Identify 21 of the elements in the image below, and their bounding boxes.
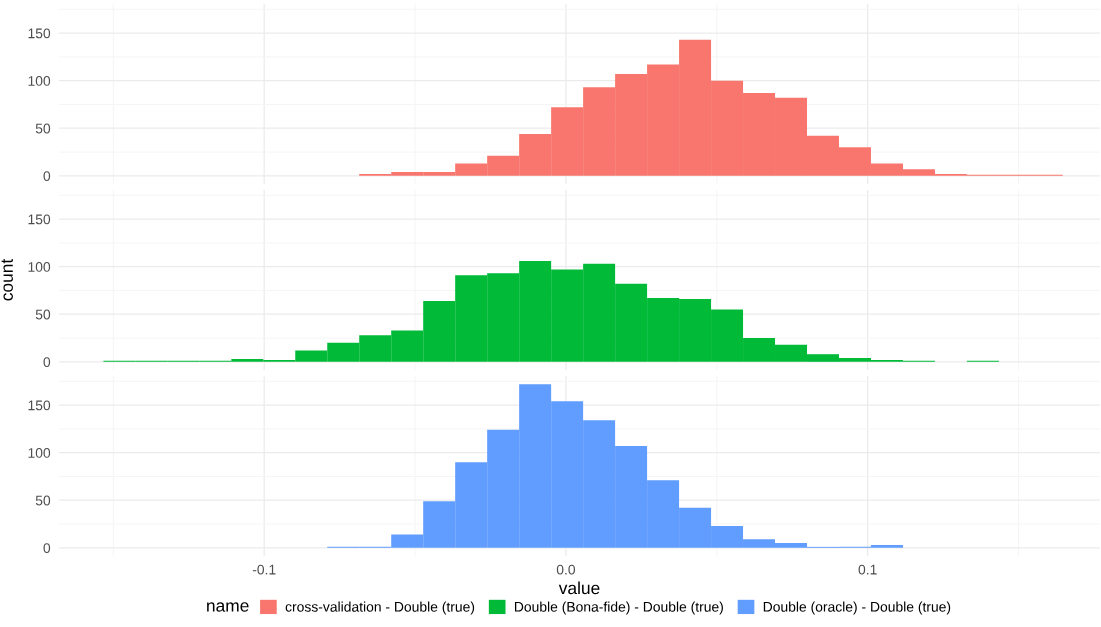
y-axis-title: count <box>1 258 13 301</box>
legend-label: Double (Bona-fide) - Double (true) <box>514 601 723 615</box>
x-axis-title: value <box>558 581 600 595</box>
y-tick-label: 50 <box>35 495 51 506</box>
y-tick-label: 100 <box>28 76 51 86</box>
legend-label: Double (oracle) - Double (true) <box>763 601 951 615</box>
y-tick-label: 100 <box>28 262 51 272</box>
y-tick-label: 0 <box>43 543 51 553</box>
y-tick-label: 0 <box>43 171 51 181</box>
y-tick-label: 150 <box>28 214 51 225</box>
x-tick-label: 0.0 <box>556 564 576 575</box>
y-tick-label: 0 <box>43 357 51 367</box>
y-tick-label: 50 <box>35 123 51 134</box>
legend-label: cross-validation - Double (true) <box>285 601 475 615</box>
y-tick-label: 50 <box>35 309 51 320</box>
x-tick-label: -0.1 <box>252 564 276 575</box>
legend-title: name <box>207 602 249 612</box>
y-tick-label: 150 <box>28 28 51 39</box>
y-tick-label: 150 <box>28 400 51 411</box>
y-tick-label: 100 <box>28 448 51 458</box>
x-tick-label: 0.1 <box>858 564 877 575</box>
